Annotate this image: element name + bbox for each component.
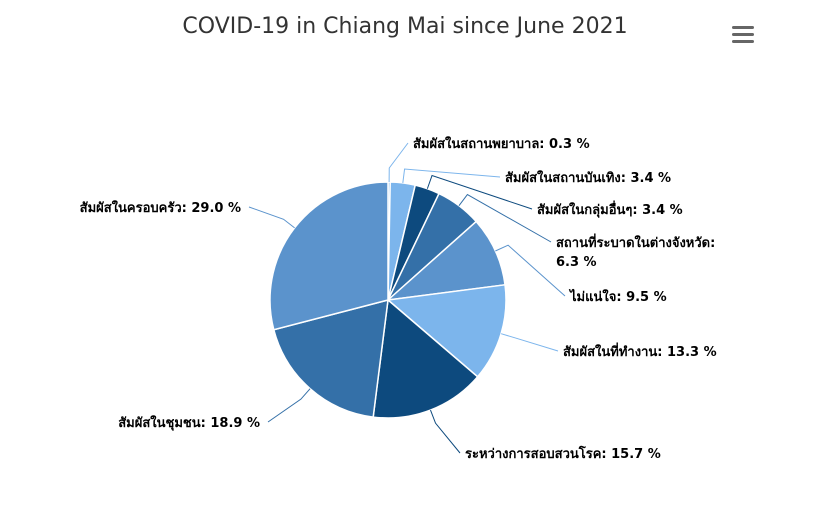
connector-line <box>267 388 311 423</box>
connector-line <box>426 174 533 210</box>
pie-slice[interactable] <box>372 298 479 419</box>
connector-line <box>458 193 552 243</box>
data-label: สถานที่ระบาดในต่างจังหวัด: 6.3 % <box>556 233 715 270</box>
menu-bar <box>732 33 754 36</box>
menu-bar <box>732 26 754 29</box>
connector-line <box>495 244 566 297</box>
menu-bar <box>732 40 754 43</box>
data-label: สัมผัสในครอบครัว: 29.0 % <box>80 199 241 216</box>
data-label: สัมผัสในกลุ่มอื่นๆ: 3.4 % <box>537 200 683 218</box>
data-label: สัมผัสในที่ทำงาน: 13.3 % <box>563 342 717 360</box>
connector-line <box>248 206 295 229</box>
data-label: ไม่แน่ใจ: 9.5 % <box>568 288 667 305</box>
pie-slice[interactable] <box>386 283 507 378</box>
chart-title: COVID-19 in Chiang Mai since June 2021 <box>182 14 628 39</box>
hamburger-menu-icon[interactable] <box>728 22 758 48</box>
data-label: สัมผัสในสถานบันเทิง: 3.4 % <box>505 169 671 186</box>
connector-line <box>402 168 501 183</box>
connector-line <box>388 142 409 183</box>
connector-line <box>500 333 559 352</box>
data-label: สัมผัสในชุมชน: 18.9 % <box>118 414 260 431</box>
data-label: สัมผัสในสถานพยาบาล: 0.3 % <box>413 135 590 152</box>
connector-line <box>430 409 461 454</box>
data-label: ระหว่างการสอบสวนโรค: 15.7 % <box>465 445 661 462</box>
